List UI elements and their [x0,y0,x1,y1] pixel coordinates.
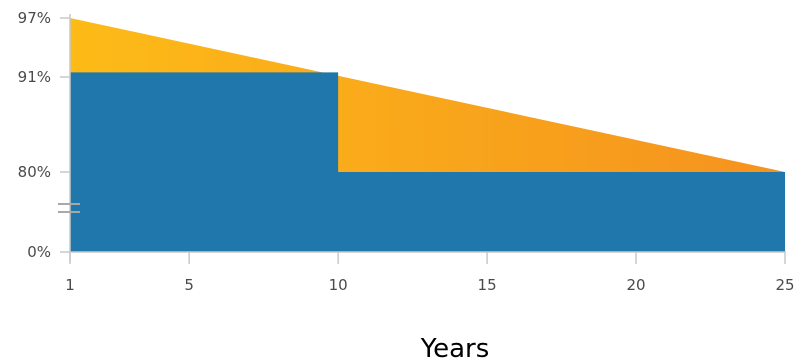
y-tick-label: 0% [27,243,51,261]
x-tick-label: 25 [775,276,794,294]
x-tick-label: 10 [329,276,348,294]
x-tick-label: 20 [626,276,645,294]
x-tick-label: 5 [184,276,194,294]
y-axis-break-icon [58,203,80,213]
x-axis-title: Years [420,334,490,363]
y-tick-label: 97% [18,9,51,27]
x-tick-label: 15 [478,276,497,294]
y-tick-label: 91% [18,68,51,86]
guarantee-step-area [70,72,785,253]
y-tick-label: 80% [18,163,51,181]
x-tick-label: 1 [65,276,75,294]
